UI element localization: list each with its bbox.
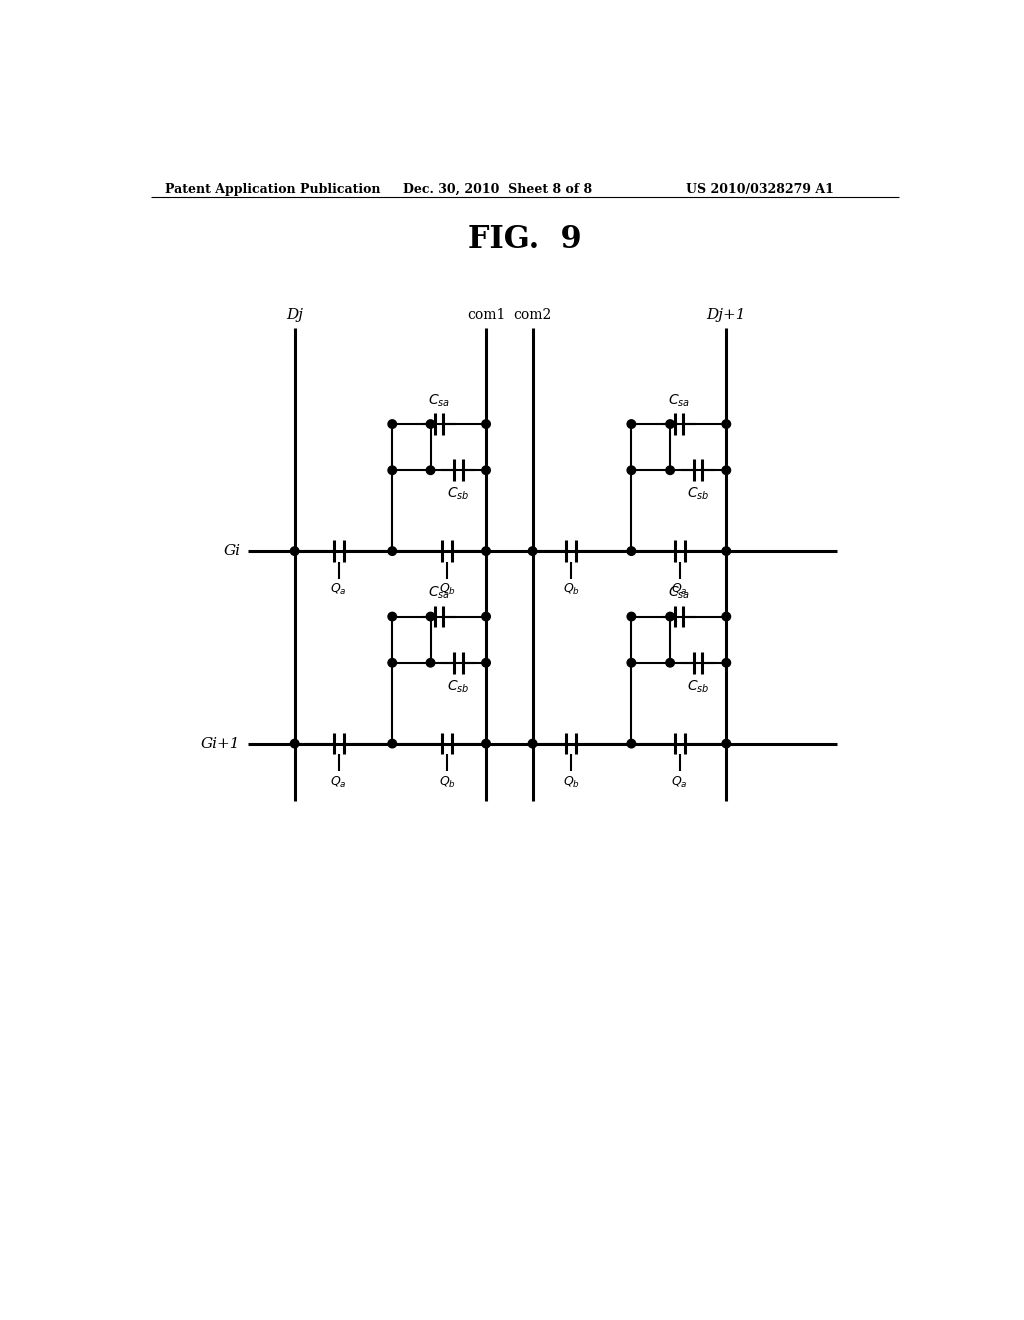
Circle shape [528,546,537,556]
Text: $Q_{a}$: $Q_{a}$ [672,775,688,789]
Circle shape [388,466,396,474]
Text: $Q_{a}$: $Q_{a}$ [331,775,347,789]
Circle shape [666,659,675,667]
Text: $C_{sa}$: $C_{sa}$ [428,585,451,601]
Circle shape [388,546,396,556]
Circle shape [388,612,396,620]
Text: $C_{sa}$: $C_{sa}$ [668,392,690,409]
Text: com2: com2 [513,309,552,322]
Text: $Q_{b}$: $Q_{b}$ [439,582,456,597]
Circle shape [426,420,435,428]
Circle shape [481,659,490,667]
Circle shape [627,546,636,556]
Text: Dj+1: Dj+1 [707,309,746,322]
Text: $C_{sb}$: $C_{sb}$ [687,678,710,694]
Circle shape [627,420,636,428]
Circle shape [388,420,396,428]
Circle shape [722,466,730,474]
Circle shape [666,420,675,428]
Text: $C_{sb}$: $C_{sb}$ [447,678,470,694]
Circle shape [426,612,435,620]
Circle shape [528,739,537,748]
Circle shape [627,466,636,474]
Circle shape [291,739,299,748]
Text: com1: com1 [467,309,505,322]
Circle shape [388,659,396,667]
Circle shape [481,420,490,428]
Circle shape [481,546,490,556]
Text: Dec. 30, 2010  Sheet 8 of 8: Dec. 30, 2010 Sheet 8 of 8 [403,183,592,197]
Text: Dj: Dj [286,309,303,322]
Text: US 2010/0328279 A1: US 2010/0328279 A1 [686,183,834,197]
Text: $C_{sa}$: $C_{sa}$ [428,392,451,409]
Text: Gi+1: Gi+1 [201,737,241,751]
Text: $Q_{a}$: $Q_{a}$ [672,582,688,597]
Text: Patent Application Publication: Patent Application Publication [165,183,381,197]
Circle shape [722,659,730,667]
Circle shape [426,466,435,474]
Circle shape [627,612,636,620]
Circle shape [722,546,730,556]
Circle shape [627,739,636,748]
Circle shape [388,739,396,748]
Text: $Q_{a}$: $Q_{a}$ [331,582,347,597]
Circle shape [722,739,730,748]
Text: FIG.  9: FIG. 9 [468,224,582,255]
Text: $C_{sb}$: $C_{sb}$ [687,486,710,502]
Text: $Q_{b}$: $Q_{b}$ [563,775,580,789]
Text: $C_{sb}$: $C_{sb}$ [447,486,470,502]
Text: $C_{sa}$: $C_{sa}$ [668,585,690,601]
Circle shape [481,612,490,620]
Circle shape [291,546,299,556]
Circle shape [722,612,730,620]
Text: $Q_{b}$: $Q_{b}$ [563,582,580,597]
Circle shape [481,466,490,474]
Text: Gi: Gi [223,544,241,558]
Circle shape [481,739,490,748]
Text: $Q_{b}$: $Q_{b}$ [439,775,456,789]
Circle shape [666,466,675,474]
Circle shape [722,420,730,428]
Circle shape [627,659,636,667]
Circle shape [426,659,435,667]
Circle shape [666,612,675,620]
